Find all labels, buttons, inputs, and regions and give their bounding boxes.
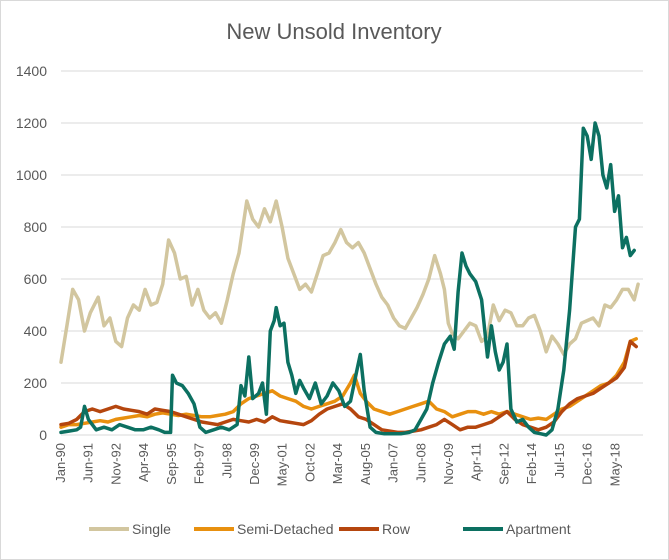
y-tick-label: 200 bbox=[24, 375, 48, 391]
legend-label: Apartment bbox=[506, 521, 571, 537]
series-line-semi-detached bbox=[59, 337, 638, 429]
legend: Single Semi-Detached Row Apartment bbox=[89, 521, 571, 537]
x-tick-label: Dec-99 bbox=[247, 443, 262, 485]
x-tick-label: Dec-16 bbox=[580, 443, 595, 485]
y-tick-label: 800 bbox=[24, 219, 48, 235]
x-tick-label: Apr-11 bbox=[469, 443, 484, 481]
y-tick-label: 0 bbox=[39, 427, 47, 443]
x-tick-label: Sep-12 bbox=[496, 443, 511, 485]
legend-label: Semi-Detached bbox=[237, 521, 334, 537]
series-lines bbox=[59, 121, 640, 437]
y-tick-label: 1400 bbox=[16, 63, 47, 79]
x-tick-label: Nov-09 bbox=[441, 443, 456, 485]
chart-title: New Unsold Inventory bbox=[226, 19, 441, 44]
y-tick-label: 400 bbox=[24, 323, 48, 339]
series-line-row bbox=[59, 339, 638, 435]
x-tick-label: Feb-97 bbox=[192, 443, 207, 484]
x-tick-label: Jan-90 bbox=[53, 443, 68, 483]
series-line-single bbox=[59, 199, 640, 364]
legend-label: Single bbox=[132, 521, 171, 537]
legend-label: Row bbox=[382, 521, 411, 537]
x-tick-label: Aug-05 bbox=[358, 443, 373, 485]
series-line-apartment bbox=[59, 121, 636, 437]
x-tick-label: Nov-92 bbox=[108, 443, 123, 485]
x-axis: Jan-90 Jun-91 Nov-92 Apr-94 Sep-95 Feb-97 Jul-… bbox=[53, 443, 622, 486]
y-axis: 0 200 400 600 800 1000 1200 1400 bbox=[16, 63, 47, 443]
gridlines bbox=[61, 70, 643, 436]
y-tick-label: 1000 bbox=[16, 167, 47, 183]
x-tick-label: Mar-04 bbox=[330, 443, 345, 484]
x-tick-label: Jul-15 bbox=[552, 443, 567, 478]
y-tick-label: 600 bbox=[24, 271, 48, 287]
x-tick-label: Oct-02 bbox=[302, 443, 317, 482]
x-tick-label: Apr-94 bbox=[136, 443, 151, 482]
x-tick-label: May-18 bbox=[607, 443, 622, 486]
x-tick-label: Jun-08 bbox=[413, 443, 428, 483]
x-tick-label: Jun-91 bbox=[81, 443, 96, 483]
x-tick-label: Jan-07 bbox=[386, 443, 401, 483]
x-tick-label: Jul-98 bbox=[219, 443, 234, 478]
x-tick-label: Sep-95 bbox=[164, 443, 179, 485]
x-tick-label: Feb-14 bbox=[524, 443, 539, 484]
y-tick-label: 1200 bbox=[16, 115, 47, 131]
x-tick-label: May-01 bbox=[275, 443, 290, 486]
